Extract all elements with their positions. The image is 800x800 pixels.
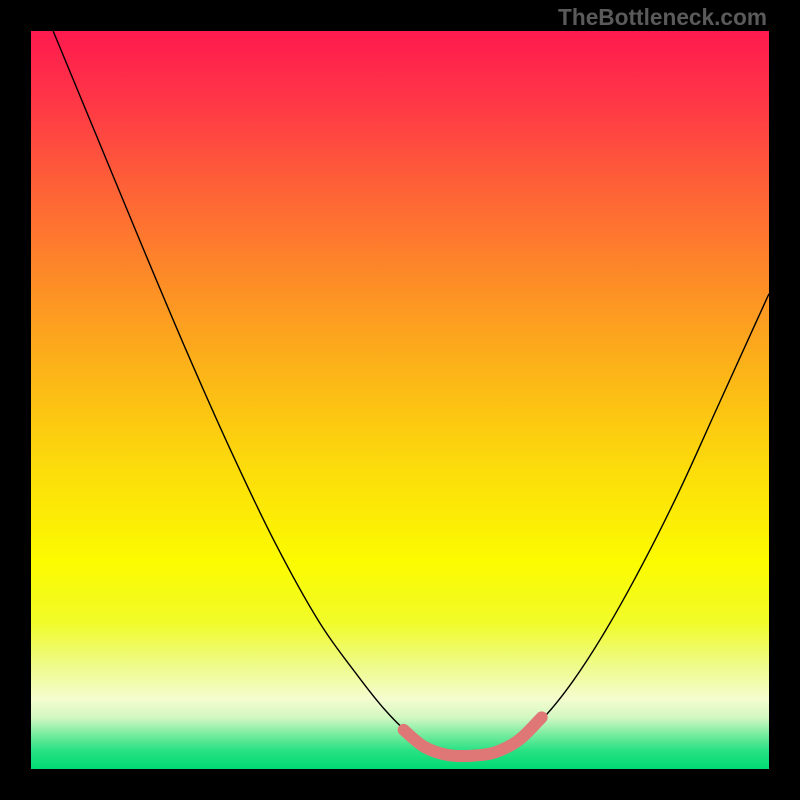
bottom-marker [31, 31, 769, 769]
watermark-text: TheBottleneck.com [558, 4, 767, 31]
plot-area [31, 31, 769, 769]
chart-frame: TheBottleneck.com [0, 0, 800, 800]
